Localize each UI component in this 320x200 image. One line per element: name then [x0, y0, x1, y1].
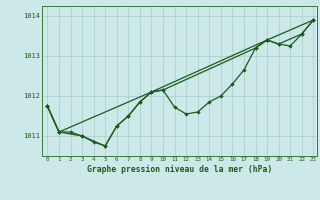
X-axis label: Graphe pression niveau de la mer (hPa): Graphe pression niveau de la mer (hPa): [87, 165, 272, 174]
